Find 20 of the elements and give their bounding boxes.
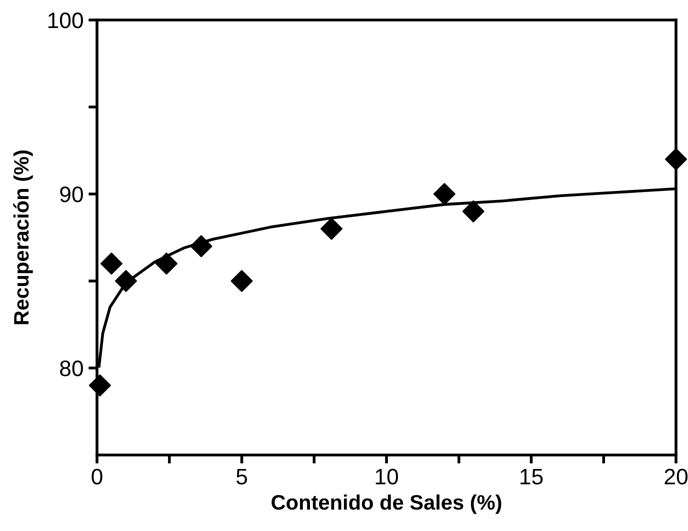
x-axis-title: Contenido de Sales (%) [272, 494, 502, 514]
point [462, 200, 484, 222]
y-tick-label: 90 [60, 186, 83, 202]
y-tick-label: 100 [48, 12, 83, 28]
y-tick-label: 80 [60, 360, 83, 376]
x-tick-label: 5 [236, 469, 247, 485]
point [100, 252, 122, 275]
x-tick-label: 0 [92, 468, 102, 485]
point [320, 218, 342, 240]
point [155, 252, 178, 275]
x-tick-label: 20 [664, 468, 688, 485]
x-tick-label: 15 [520, 469, 543, 485]
point [230, 270, 253, 292]
x-tick-label: 10 [376, 468, 398, 485]
y-axis-title: Recuperación (%) [13, 150, 33, 324]
point [88, 374, 111, 396]
point [190, 235, 212, 258]
point [433, 183, 456, 205]
point [665, 148, 687, 170]
point [114, 270, 137, 292]
